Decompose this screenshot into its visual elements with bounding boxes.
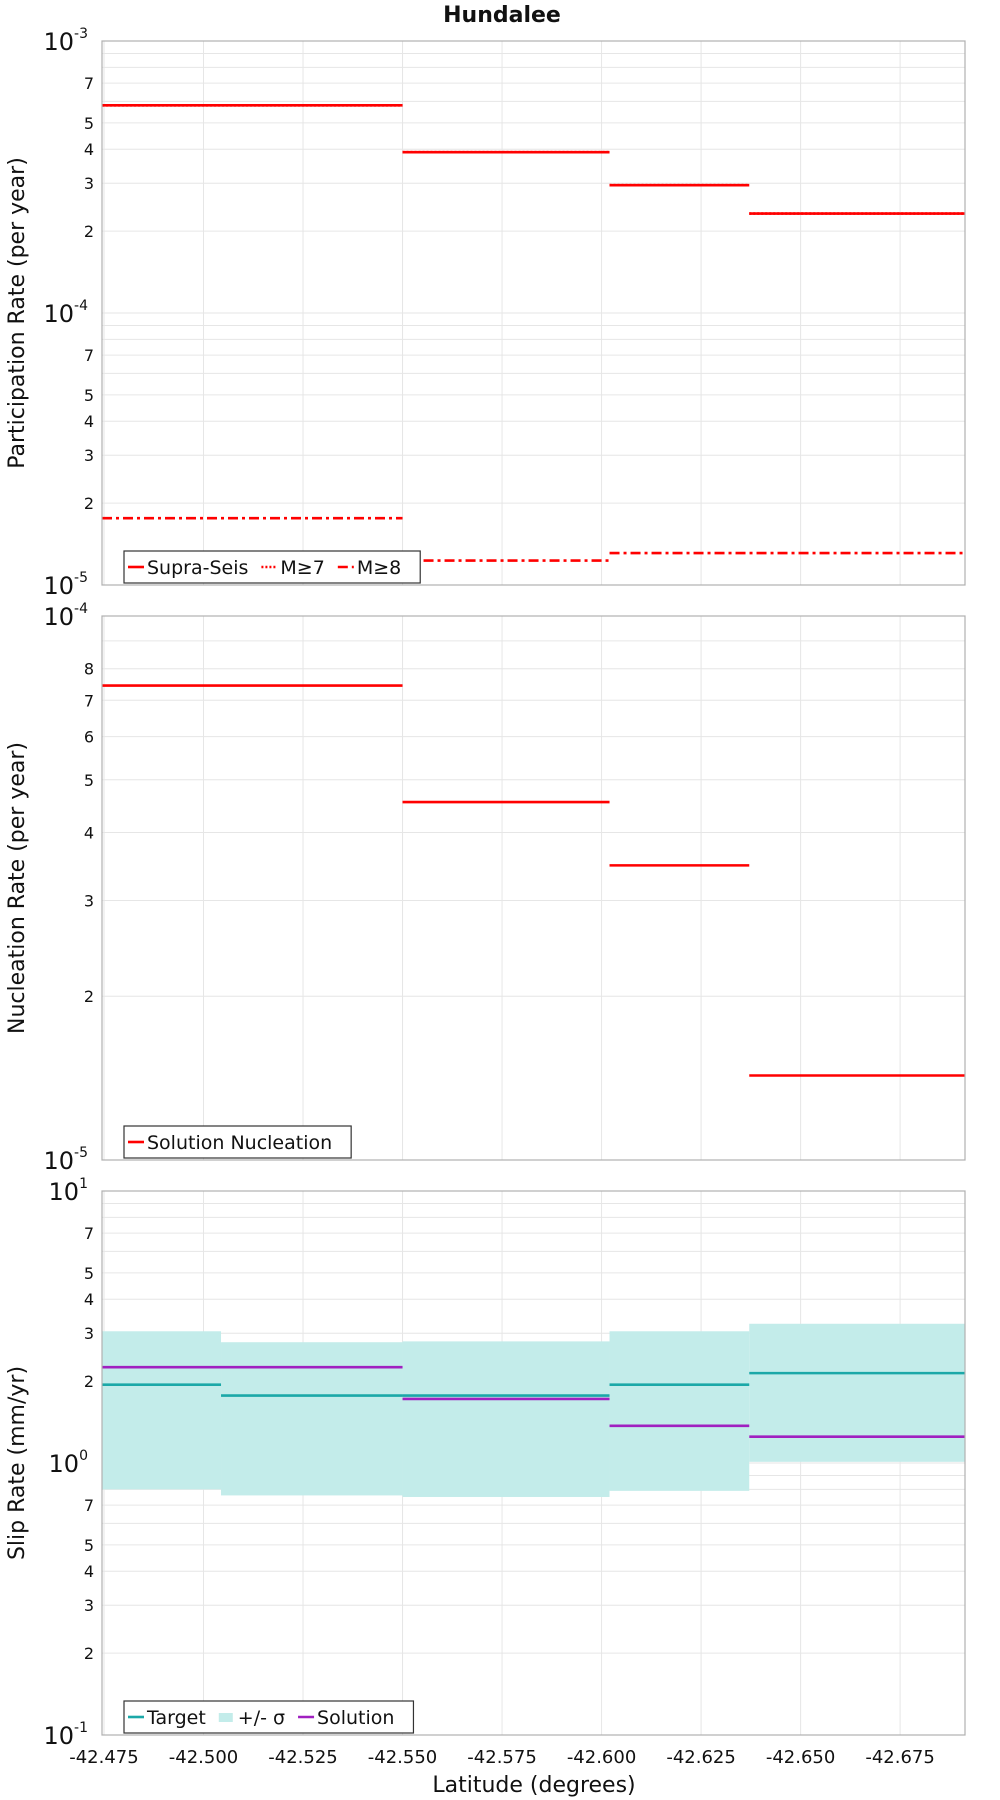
y-tick-label-minor: 4 bbox=[84, 1290, 94, 1309]
x-tick-label: -42.575 bbox=[467, 1747, 536, 1768]
legend-box bbox=[123, 1125, 352, 1159]
y-tick-label-minor: 3 bbox=[84, 891, 94, 910]
y-tick-label-major: 10-5 bbox=[43, 1145, 88, 1175]
y-tick-label-major: 10-5 bbox=[43, 570, 88, 600]
y-tick-exponent: -1 bbox=[74, 1720, 88, 1736]
y-tick-exponent: 1 bbox=[79, 1176, 88, 1192]
y-tick-label-minor: 4 bbox=[84, 140, 94, 159]
y-axis-label: Nucleation Rate (per year) bbox=[5, 742, 30, 1034]
y-tick-label-minor: 3 bbox=[84, 174, 94, 193]
y-tick-label-minor: 2 bbox=[84, 494, 94, 513]
y-tick-label-minor: 2 bbox=[84, 1372, 94, 1391]
sigma-band-segment bbox=[102, 1331, 222, 1490]
legend: Solution Nucleation bbox=[123, 1125, 352, 1159]
sigma-band-segment bbox=[221, 1342, 403, 1496]
y-tick-label-minor: 8 bbox=[84, 660, 94, 679]
y-tick-label-major: 101 bbox=[49, 1176, 88, 1206]
plot-frame bbox=[101, 1190, 966, 1736]
y-tick-label-minor: 3 bbox=[84, 1324, 94, 1343]
x-tick-label: -42.600 bbox=[567, 1747, 636, 1768]
y-tick-label-major: 10-4 bbox=[43, 298, 88, 328]
legend-label: M≥8 bbox=[357, 557, 401, 579]
y-tick-label-minor: 2 bbox=[84, 222, 94, 241]
y-tick-label-major: 10-3 bbox=[43, 26, 88, 56]
x-tick-label: -42.475 bbox=[69, 1747, 138, 1768]
x-tick-label: -42.625 bbox=[666, 1747, 735, 1768]
x-tick-label: -42.550 bbox=[368, 1747, 437, 1768]
y-tick-label-minor: 7 bbox=[84, 691, 94, 710]
y-tick-label-minor: 5 bbox=[84, 386, 94, 405]
y-tick-label-minor: 4 bbox=[84, 1562, 94, 1581]
y-tick-label-major: 10-1 bbox=[43, 1720, 88, 1750]
legend: Target +/- σ Solution bbox=[123, 1700, 415, 1734]
y-tick-exponent: -5 bbox=[74, 570, 88, 586]
y-tick-label-minor: 2 bbox=[84, 1644, 94, 1663]
plot-frame bbox=[101, 40, 966, 586]
y-axis-label: Slip Rate (mm/yr) bbox=[5, 1366, 30, 1560]
y-tick-exponent: -5 bbox=[74, 1145, 88, 1161]
y-tick-label-minor: 7 bbox=[84, 1224, 94, 1243]
y-tick-label-minor: 2 bbox=[84, 987, 94, 1006]
y-tick-label-minor: 6 bbox=[84, 728, 94, 747]
legend-swatch-band bbox=[218, 1713, 233, 1722]
sigma-band-segment bbox=[749, 1323, 965, 1462]
y-tick-label-minor: 3 bbox=[84, 446, 94, 465]
y-axis-label: Participation Rate (per year) bbox=[5, 157, 30, 469]
y-tick-label-minor: 7 bbox=[84, 74, 94, 93]
legend-label: M≥7 bbox=[280, 557, 324, 579]
legend-box bbox=[123, 550, 421, 584]
legend-box bbox=[123, 1700, 415, 1734]
x-tick-label: -42.650 bbox=[766, 1747, 835, 1768]
y-tick-exponent: 0 bbox=[79, 1448, 88, 1464]
legend: Supra-Seis M≥7 M≥8 bbox=[123, 550, 421, 584]
y-tick-label-minor: 7 bbox=[84, 346, 94, 365]
sigma-band-segment bbox=[402, 1341, 610, 1497]
y-tick-label-minor: 7 bbox=[84, 1496, 94, 1515]
y-tick-label-minor: 4 bbox=[84, 412, 94, 431]
legend-label: Solution bbox=[317, 1707, 394, 1729]
sigma-band-segment bbox=[609, 1331, 750, 1491]
x-tick-label: -42.675 bbox=[865, 1747, 934, 1768]
y-tick-label-minor: 5 bbox=[84, 114, 94, 133]
panel-nucleation: 10-5 2 3 4 5 6 7 8 10-4 Nucleation Rate (per year… bbox=[5, 601, 966, 1175]
x-tick-label: -42.500 bbox=[169, 1747, 238, 1768]
y-tick-label-major: 100 bbox=[49, 1448, 88, 1478]
y-tick-exponent: -3 bbox=[74, 26, 88, 42]
legend-label: Target bbox=[146, 1707, 206, 1729]
x-tick-label: -42.525 bbox=[268, 1747, 337, 1768]
y-tick-label-minor: 3 bbox=[84, 1596, 94, 1615]
legend-label: +/- σ bbox=[238, 1707, 285, 1729]
plot-frame bbox=[101, 615, 966, 1161]
x-axis-label: Latitude (degrees) bbox=[432, 1773, 635, 1798]
legend-label: Supra-Seis bbox=[147, 557, 248, 579]
y-tick-label-minor: 5 bbox=[84, 771, 94, 790]
y-tick-label-minor: 4 bbox=[84, 823, 94, 842]
y-tick-exponent: -4 bbox=[74, 298, 88, 314]
legend-label: Solution Nucleation bbox=[147, 1132, 332, 1154]
y-tick-label-major: 10-4 bbox=[43, 601, 88, 631]
chart-title: Hundalee bbox=[443, 3, 561, 28]
y-tick-label-minor: 5 bbox=[84, 1264, 94, 1283]
panel-participation: 10-5 2 3 4 5 7 10-4 2 3 4 5 7 10-3 Participation Rate… bbox=[5, 26, 966, 600]
y-tick-exponent: -4 bbox=[74, 601, 88, 617]
y-tick-label-minor: 5 bbox=[84, 1536, 94, 1555]
